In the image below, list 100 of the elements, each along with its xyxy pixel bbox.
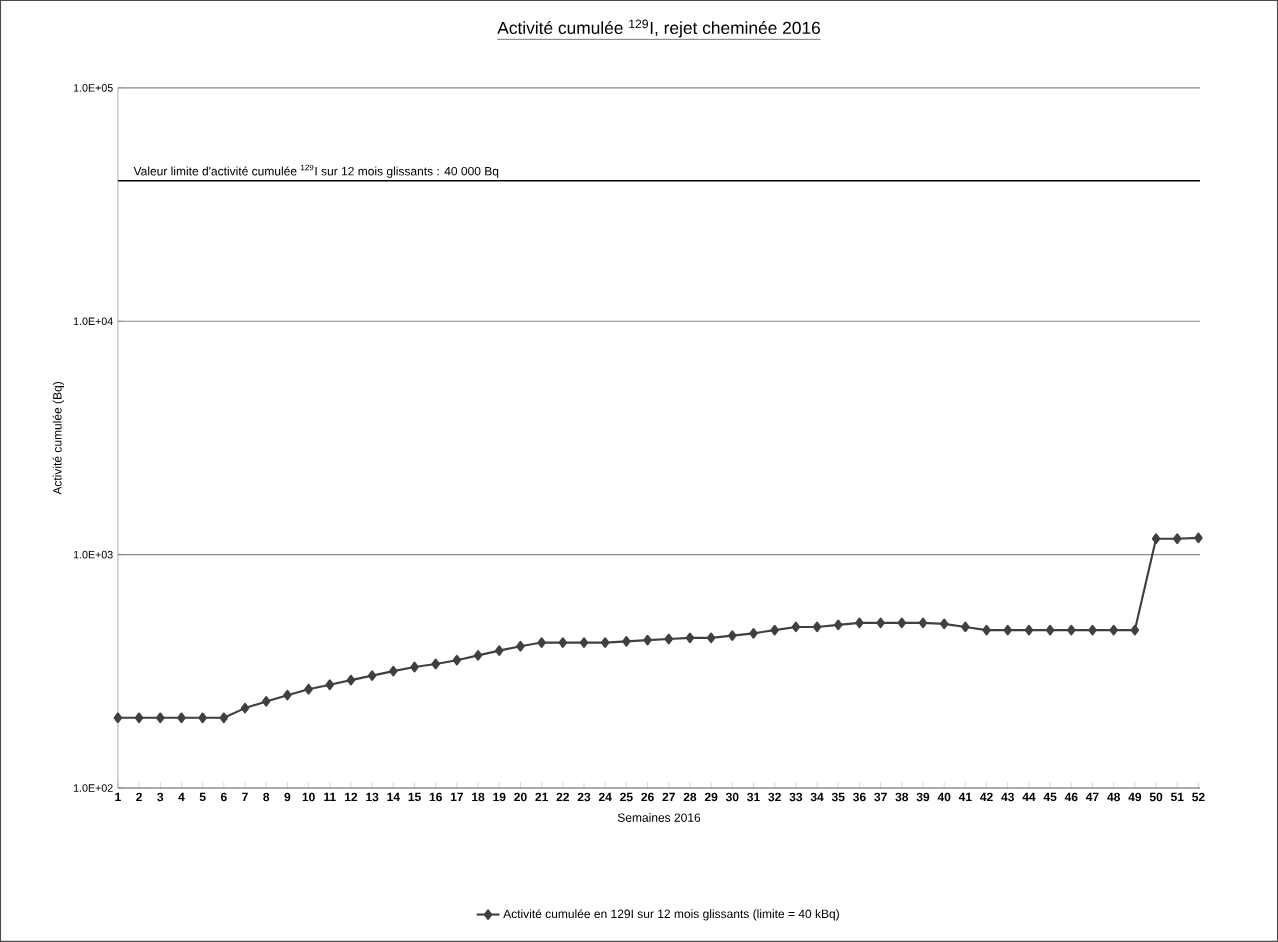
x-tick-label: 35: [831, 792, 845, 802]
point: [579, 637, 589, 648]
point: [791, 621, 801, 633]
point: [855, 617, 864, 629]
point: [685, 632, 695, 644]
point: [918, 617, 928, 629]
point: [728, 630, 737, 641]
point: [961, 621, 970, 633]
x-tick-label: 19: [493, 792, 506, 802]
point: [897, 617, 907, 629]
x-tick-label: 50: [1149, 792, 1163, 802]
x-tick-label: 41: [958, 792, 972, 802]
x-tick-label: 24: [598, 792, 612, 802]
x-tick-label: 43: [1001, 792, 1014, 802]
x-tick-label: 12: [345, 792, 358, 802]
x-tick-label: 44: [1022, 792, 1036, 802]
x-tick-label: 31: [747, 792, 760, 802]
x-tick-label: 15: [408, 792, 421, 802]
point: [706, 632, 716, 644]
point: [431, 658, 440, 670]
x-tick-label: 4: [178, 792, 185, 802]
point: [516, 640, 525, 652]
x-tick-label: 16: [429, 792, 442, 802]
x-tick-label: 8: [263, 792, 270, 802]
x-tick-label: 37: [874, 792, 887, 802]
x-tick-label: 28: [683, 792, 697, 802]
point: [643, 634, 652, 646]
point: [261, 696, 271, 707]
x-tick-label: 9: [284, 792, 291, 802]
point: [452, 654, 462, 666]
x-tick-label: 6: [220, 792, 227, 802]
x-tick-label: 7: [242, 792, 248, 802]
x-tick-label: 49: [1128, 792, 1142, 802]
point: [749, 628, 758, 639]
point: [1194, 532, 1203, 544]
x-tick-label: 29: [704, 792, 718, 802]
y-tick-label: 1.0E+02: [73, 784, 113, 792]
x-tick-label: 2: [136, 792, 142, 802]
x-tick-label: 38: [895, 792, 909, 802]
point: [113, 712, 123, 724]
x-tick-label: 21: [535, 792, 548, 802]
x-tick-label: 48: [1107, 792, 1120, 802]
x-tick-label: 51: [1170, 792, 1184, 802]
point: [1067, 624, 1076, 636]
point: [156, 712, 165, 724]
x-tick-label: 40: [937, 792, 951, 802]
point: [410, 661, 419, 673]
x-tick-label: 46: [1064, 792, 1078, 802]
x-tick-label: 42: [980, 792, 993, 802]
point: [1151, 533, 1161, 545]
x-tick-label: 39: [916, 792, 930, 802]
point: [939, 618, 949, 630]
point: [283, 689, 292, 701]
point: [177, 712, 186, 724]
x-tick-label: 26: [641, 792, 654, 802]
point: [304, 683, 313, 695]
point: [346, 674, 356, 686]
point: [389, 665, 398, 677]
x-tick-label: 10: [302, 792, 315, 802]
x-tick-label: 30: [725, 792, 739, 802]
x-tick-label: 23: [577, 792, 591, 802]
point: [1172, 533, 1182, 545]
x-tick-label: 25: [620, 792, 633, 802]
point: [664, 633, 674, 645]
point: [770, 624, 779, 636]
x-tick-label: 11: [324, 792, 336, 802]
x-tick-label: 20: [514, 792, 527, 802]
point: [1045, 624, 1055, 636]
x-tick-label: 22: [556, 792, 570, 802]
point: [198, 712, 207, 724]
x-tick-label: 47: [1086, 792, 1099, 802]
point: [622, 636, 631, 647]
point: [134, 712, 144, 724]
point: [494, 645, 504, 656]
x-tick-label: 27: [662, 792, 675, 802]
y-tick-label: 1.0E+05: [73, 84, 113, 92]
x-tick-label: 32: [768, 792, 781, 802]
y-tick-label: 1.0E+04: [73, 317, 113, 326]
point: [219, 712, 229, 724]
x-tick-label: 18: [472, 792, 485, 802]
point: [1024, 624, 1034, 636]
point: [473, 650, 483, 661]
point: [1130, 624, 1140, 636]
x-tick-label: 17: [450, 792, 464, 802]
x-tick-label: 33: [789, 792, 803, 802]
point: [537, 637, 546, 648]
x-tick-label: 36: [853, 792, 866, 802]
x-tick-label: 5: [199, 792, 206, 802]
x-tick-label: 34: [810, 792, 824, 802]
point: [876, 617, 885, 629]
chart-title: Activité cumulée $^{129}$I, rejet cheminée 2016: [497, 19, 820, 38]
x-tick-label: 13: [366, 792, 379, 802]
point: [1088, 624, 1097, 636]
y-tick-label: 1.0E+03: [73, 550, 113, 559]
x-tick-label: 14: [387, 792, 400, 802]
x-tick-label: 45: [1043, 792, 1057, 802]
point: [325, 679, 335, 691]
point: [812, 621, 822, 633]
x-tick-label: 3: [157, 792, 164, 802]
point: [367, 670, 377, 682]
